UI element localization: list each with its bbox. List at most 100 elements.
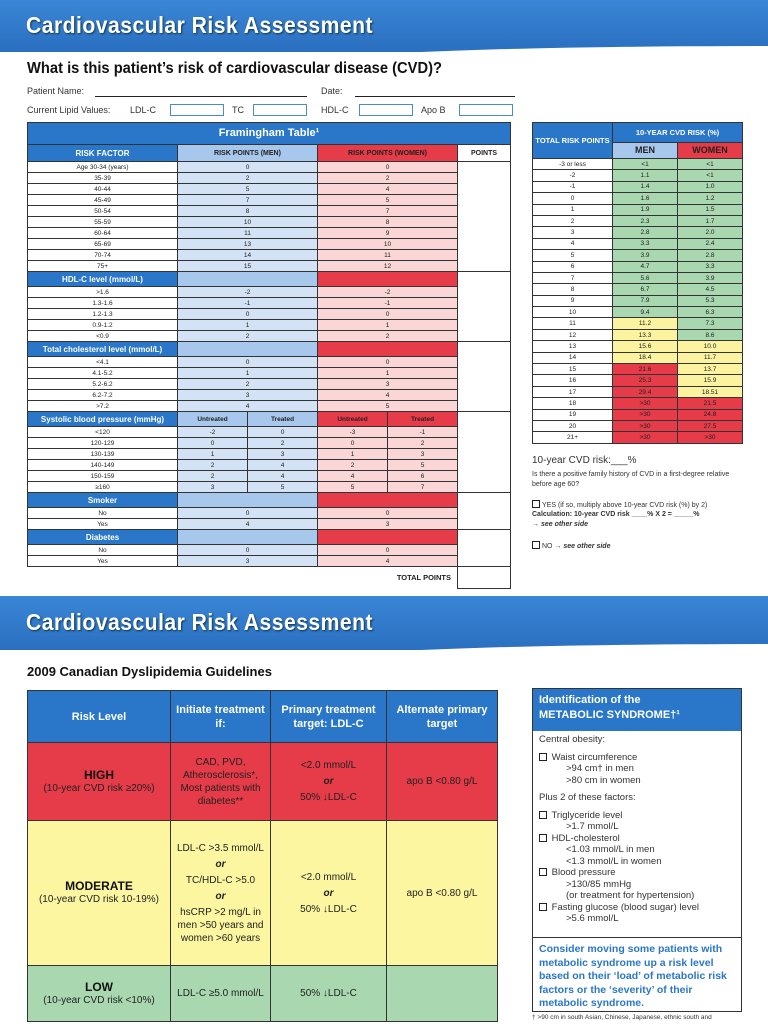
tc-input[interactable] [253, 104, 307, 116]
men-risk-cell: 15.6 [612, 340, 678, 353]
header-alternate-target: Alternate primary target [386, 690, 498, 743]
low-range: (10-year CVD risk <10%) [43, 994, 155, 1006]
table-row: 130-139 1 3 1 3 [27, 448, 511, 460]
bp-item: Blood pressure [539, 867, 735, 879]
hdl-item: HDL-cholesterol [539, 833, 735, 845]
ldl-input[interactable] [170, 104, 224, 116]
risk-factor-cell: 55-59 [27, 216, 178, 228]
ldl-label: LDL-C [130, 105, 157, 115]
men-points: 4 [177, 400, 318, 412]
points-input[interactable] [456, 411, 512, 493]
guidelines-table: Risk Level Initiate treatment if: Primar… [27, 690, 498, 1022]
see-other-side-1: → see other side [532, 521, 589, 528]
men-risk-cell: >30 [612, 431, 678, 444]
waist-women: >80 cm in women [566, 774, 641, 786]
split-header: Untreated [317, 411, 388, 427]
women-risk-cell: 21.5 [676, 397, 744, 410]
women-risk-cell: 5.3 [676, 294, 744, 308]
men-risk-cell: 2.3 [612, 214, 678, 228]
table-row: 1.3-1.6 -1 -1 [27, 297, 511, 309]
moderate-range: (10-year CVD risk 10-19%) [38, 894, 160, 905]
points-input[interactable] [456, 529, 512, 567]
high-level-cell: HIGH (10-year CVD risk ≥20%) [27, 742, 171, 821]
table-row: >7.2 4 5 [27, 400, 511, 412]
metabolic-title-2: METABOLIC SYNDROME†¹ [539, 709, 680, 721]
lipid-label: Current Lipid Values: [27, 105, 111, 115]
points-input[interactable] [456, 161, 512, 272]
no-checkbox[interactable] [532, 541, 540, 549]
table-row: Yes 3 4 [27, 555, 511, 567]
yes-checkbox[interactable] [532, 500, 540, 508]
men-risk-cell: 18.4 [612, 351, 678, 365]
total-points-label: TOTAL POINTS [396, 573, 451, 583]
waist-checkbox[interactable] [539, 752, 547, 761]
risk-points-cell: 19 [532, 408, 613, 422]
risk-points-cell: 10 [532, 306, 613, 319]
ten-year-risk-header: 10-YEAR CVD RISK (%) [611, 122, 744, 143]
page2-title: Cardiovascular Risk Assessment [26, 609, 374, 635]
men-risk-cell: 4.7 [612, 260, 678, 273]
risk-points-cell: 3 [532, 226, 613, 239]
women-risk-cell: 1.0 [676, 180, 744, 194]
hdl-checkbox[interactable] [539, 833, 547, 842]
patient-name-field[interactable] [95, 96, 307, 97]
women-points: 5 [317, 400, 458, 412]
no-option: NO → see other side [532, 541, 610, 550]
women-risk-cell: 18.51 [676, 385, 744, 399]
bp-treatment: (or treatment for hypertension) [566, 890, 695, 901]
high-range: (10-year CVD risk ≥20%) [43, 782, 155, 794]
risk-factor-cell: <4.1 [27, 356, 178, 368]
moderate-initiate: LDL-C >3.5 mmol/L or TC/HDL-C >5.0 or hsCRP … [170, 820, 271, 966]
risk-points-cell: 1 [532, 203, 613, 216]
date-field[interactable] [355, 96, 515, 97]
risk-factor-cell: 70-74 [27, 249, 178, 261]
glucose-value: >5.6 mmol/L [566, 913, 619, 924]
see-other-side-2: → see other side [554, 543, 611, 550]
risk-points-cell: 21+ [532, 431, 613, 444]
women-risk-cell: 1.2 [676, 192, 744, 205]
glucose-checkbox[interactable] [539, 902, 547, 911]
women-risk-cell: 27.5 [676, 419, 744, 433]
hdl-women: <1.3 mmol/L in women [566, 855, 662, 867]
row-high: HIGH (10-year CVD risk ≥20%) CAD, PVD, At… [27, 742, 498, 821]
apob-input[interactable] [459, 104, 513, 116]
men-points: 3 [177, 481, 248, 493]
men-points: 0 [177, 437, 248, 449]
section-women-blank [317, 529, 458, 545]
trig-checkbox[interactable] [539, 810, 547, 819]
men-risk-cell: 7.9 [612, 294, 678, 308]
section-header: Systolic blood pressure (mmHg) [27, 411, 178, 427]
table-row: 6 4.7 3.3 [532, 260, 744, 273]
apob-label: Apo B [421, 105, 446, 115]
section-men-blank [177, 529, 318, 545]
bp-checkbox[interactable] [539, 868, 547, 876]
table-row: 2 2.3 1.7 [532, 214, 744, 228]
table-row: 45-49 7 5 [27, 194, 511, 206]
men-risk-cell: <1 [612, 157, 678, 171]
section-men-blank [177, 341, 318, 357]
points-input[interactable] [456, 492, 512, 530]
page1-header-banner: Cardiovascular Risk Assessment [0, 0, 768, 60]
women-risk-cell: <1 [676, 157, 744, 171]
men-points: 1 [177, 367, 318, 379]
men-points: 2 [177, 330, 318, 342]
points-input[interactable] [456, 271, 512, 342]
risk-factor-cell: Age 30-34 (years) [27, 161, 178, 173]
patient-name-label: Patient Name: [27, 86, 85, 96]
risk-factor-cell: 1.3-1.6 [27, 297, 178, 309]
men-points: 15 [177, 260, 318, 272]
framingham-title: Framingham Table¹ [26, 122, 512, 145]
total-points-input[interactable] [456, 566, 512, 589]
glucose-item: Fasting glucose (blood sugar) level [539, 902, 735, 914]
points-input[interactable] [456, 341, 512, 412]
women-risk-cell: 1.5 [676, 203, 744, 216]
hdl-input[interactable] [359, 104, 413, 116]
split-header: Treated [387, 411, 458, 427]
risk-factor-cell: No [27, 507, 178, 519]
high-primary-2: 50% ↓LDL-C [300, 792, 357, 803]
risk-points-cell: -2 [532, 169, 613, 182]
table-row: 150-159 2 4 4 6 [27, 470, 511, 482]
cvd-risk-result: 10-year CVD risk:___% [532, 455, 637, 466]
risk-factor-cell: >1.6 [27, 286, 178, 298]
table-row: <4.1 0 0 [27, 356, 511, 368]
